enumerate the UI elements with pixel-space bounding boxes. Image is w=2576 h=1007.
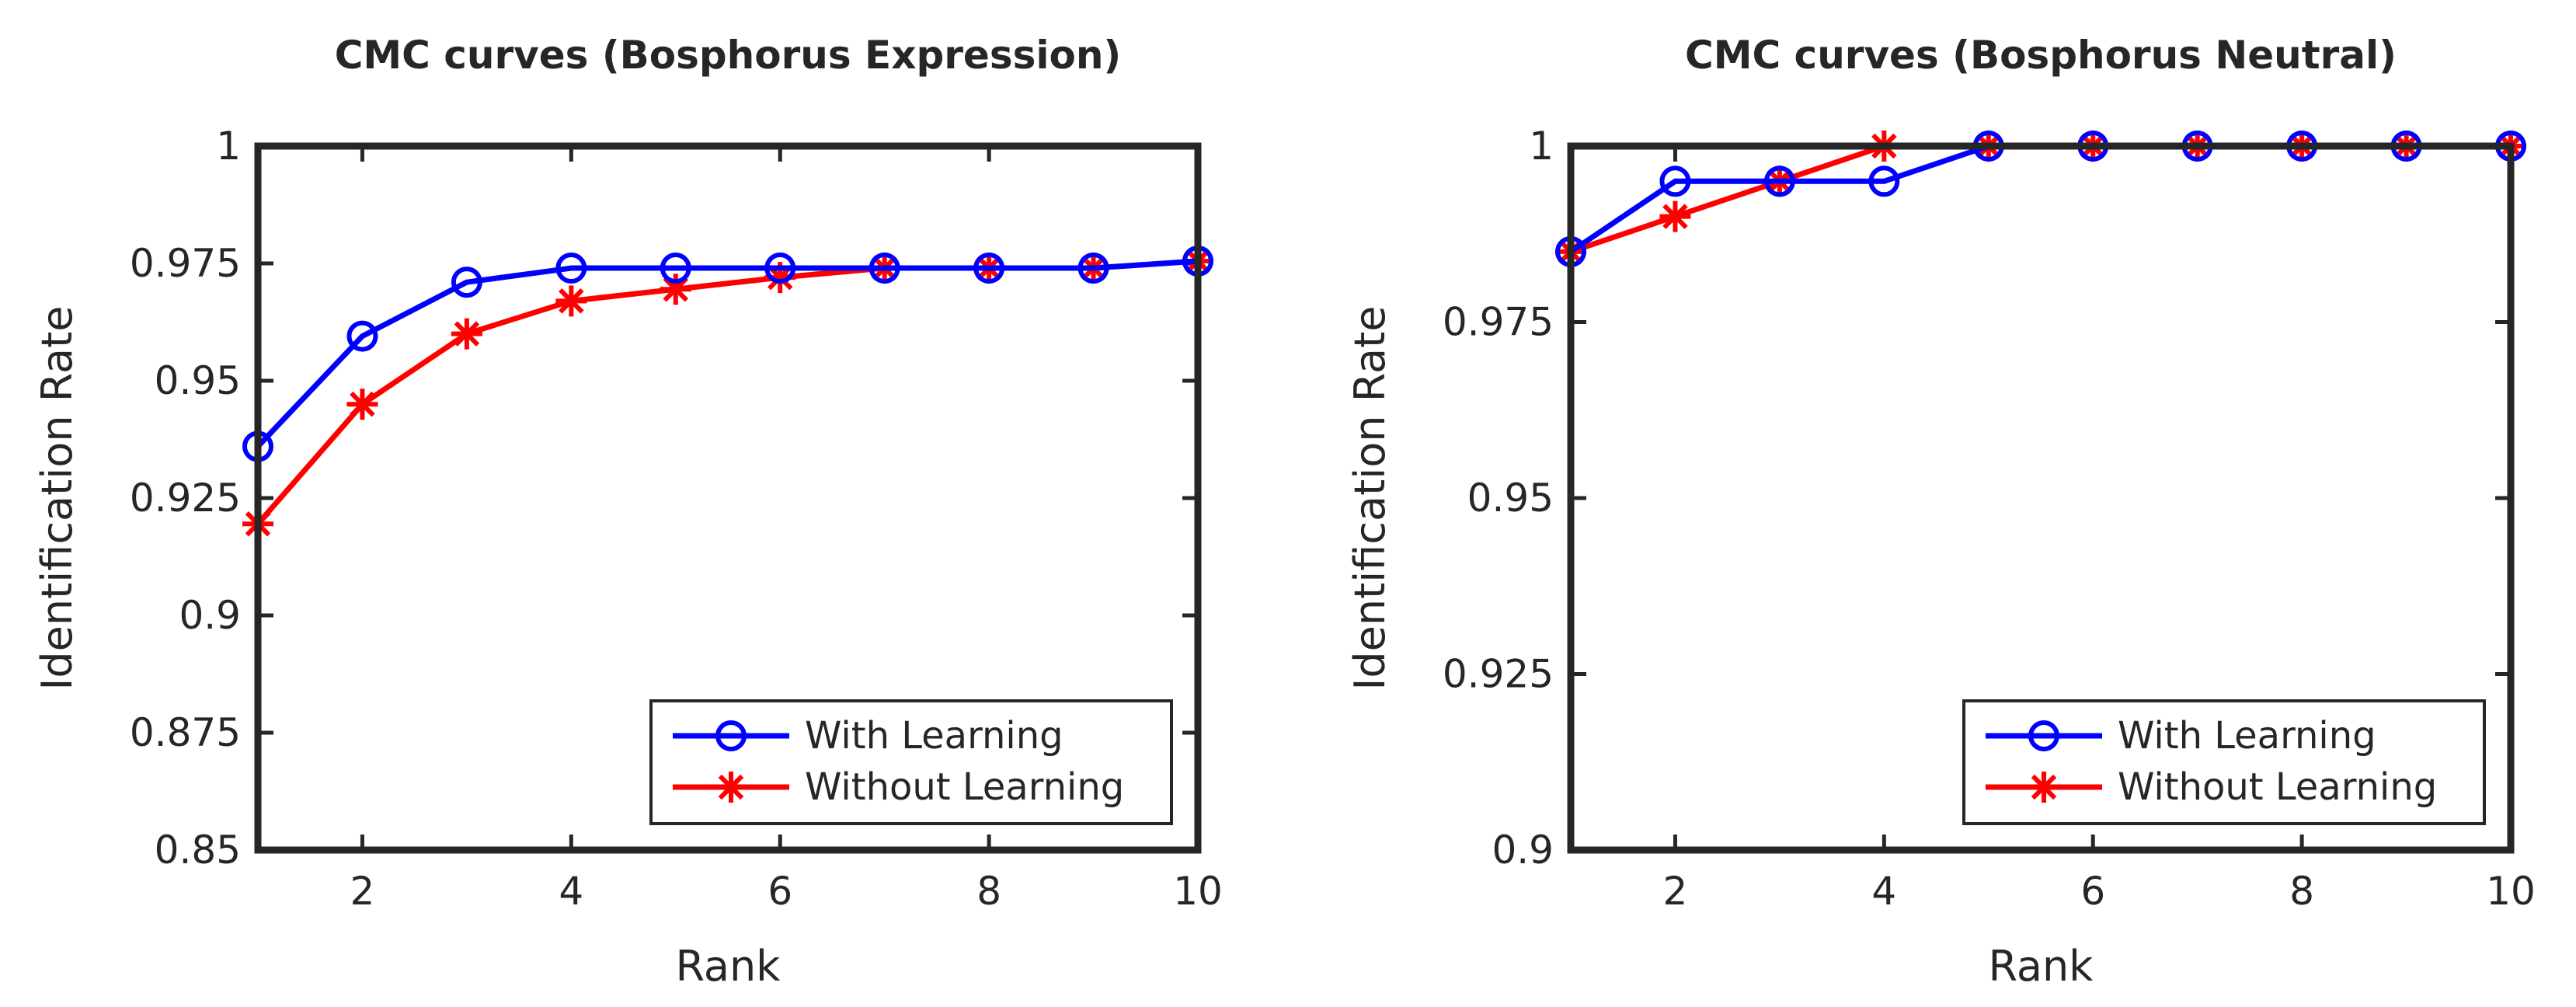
chart-title: CMC curves (Bosphorus Neutral): [1685, 33, 2397, 78]
asterisk-stroke: [559, 288, 584, 314]
y-tick-label: 0.95: [155, 358, 241, 403]
data-point: [1868, 166, 1900, 197]
axes-box: [1567, 142, 2515, 854]
legend-label: Without Learning: [805, 765, 1124, 809]
asterisk-stroke: [2031, 774, 2057, 800]
asterisk-stroke: [663, 276, 689, 302]
legend-marker: [715, 772, 747, 803]
asterisk-stroke: [718, 774, 744, 800]
x-tick-label: 10: [2486, 869, 2536, 914]
legend-marker: [2028, 772, 2059, 803]
x-axis-label: Rank: [1989, 942, 2094, 991]
series-with-learning: [1555, 131, 2526, 267]
chart-bosphorus-neutral: CMC curves (Bosphorus Neutral) 0.9 0.925 0.…: [1345, 33, 2536, 991]
series-without-learning: [1555, 131, 2526, 267]
legend-marker: [715, 720, 747, 751]
x-axis-label: Rank: [676, 942, 782, 991]
data-point: [555, 285, 587, 317]
x-tick-label: 2: [350, 869, 375, 914]
series-line: [256, 258, 1199, 526]
y-axis-label: Identification Rate: [33, 305, 82, 690]
legend-label: With Learning: [805, 714, 1063, 758]
legend-label: With Learning: [2118, 714, 2376, 758]
x-tick-label: 6: [768, 869, 792, 914]
legend-marker: [2028, 720, 2059, 751]
legend-item: With Learning: [673, 714, 1063, 758]
x-tick-label: 8: [2289, 869, 2314, 914]
x-tick-label: 8: [976, 869, 1001, 914]
legend: With Learning Without Learning: [1962, 699, 2486, 825]
data-point: [555, 253, 587, 284]
y-tick-label: 0.85: [155, 828, 241, 873]
y-tick-label: 1: [216, 124, 241, 169]
legend-label: Without Learning: [2118, 765, 2437, 809]
legend-item: Without Learning: [1986, 765, 2437, 809]
chart-bosphorus-expression: CMC curves (Bosphorus Expression) 0.85 0.8…: [33, 33, 1223, 991]
data-point: [869, 253, 900, 284]
legend: With Learning Without Learning: [649, 699, 1173, 825]
series-line: [1569, 143, 2511, 255]
y-tick-label: 0.925: [130, 476, 241, 521]
y-tick-label: 0.9: [179, 593, 241, 638]
data-point: [451, 318, 482, 350]
chart-title: CMC curves (Bosphorus Expression): [335, 33, 1122, 78]
y-tick-label: 1: [1529, 124, 1554, 169]
asterisk-stroke: [454, 321, 480, 347]
data-point: [346, 389, 378, 420]
x-tick-label: 4: [1871, 869, 1896, 914]
data-point: [1763, 166, 1795, 197]
data-point: [973, 253, 1005, 284]
y-tick-label: 0.95: [1467, 476, 1554, 521]
data-point: [660, 253, 691, 284]
y-tick-label: 0.975: [1443, 300, 1554, 345]
x-tick-label: 4: [559, 869, 583, 914]
asterisk-stroke: [1662, 204, 1688, 229]
y-axis-label: Identification Rate: [1345, 305, 1394, 690]
series-line: [256, 258, 1199, 448]
asterisk-stroke: [350, 391, 375, 417]
y-tick-label: 0.875: [130, 710, 241, 755]
data-point: [451, 267, 482, 298]
y-tick-label: 0.9: [1492, 828, 1554, 873]
legend-box: [1962, 699, 2486, 825]
legend-box: [649, 699, 1173, 825]
data-point: [660, 274, 691, 305]
data-point: [346, 320, 378, 352]
y-tick-label: 0.925: [1443, 652, 1554, 697]
legend-item: Without Learning: [673, 765, 1124, 809]
x-tick-label: 2: [1663, 869, 1688, 914]
y-tick-label: 0.975: [130, 241, 241, 286]
axes-box: [254, 142, 1202, 854]
x-tick-label: 10: [1173, 869, 1223, 914]
data-point: [764, 253, 796, 284]
series-without-learning: [242, 245, 1213, 540]
x-tick-label: 6: [2080, 869, 2105, 914]
data-point: [1659, 166, 1691, 197]
data-point: [1077, 253, 1109, 284]
legend-item: With Learning: [1986, 714, 2376, 758]
data-point: [1659, 200, 1691, 232]
series-with-learning: [242, 245, 1213, 462]
series-line: [1569, 143, 2511, 254]
